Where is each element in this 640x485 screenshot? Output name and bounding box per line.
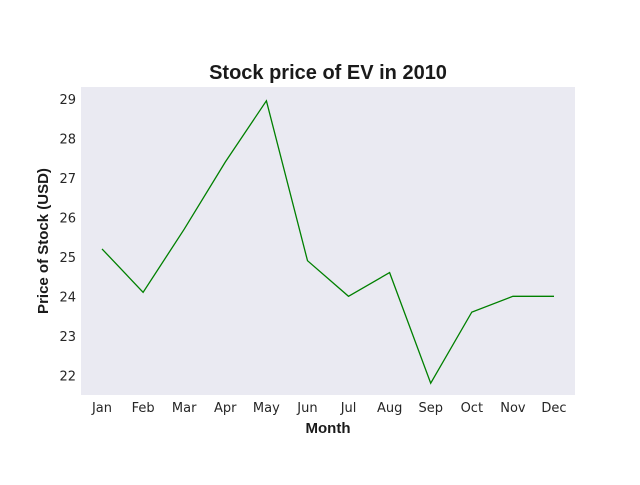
y-tick-label: 23 [59,330,76,345]
y-tick-label: 24 [59,290,76,305]
x-tick-label: Jul [340,401,357,416]
series-line [101,99,554,385]
x-tick-label: Jun [296,401,317,416]
chart-title: Stock price of EV in 2010 [209,62,447,84]
y-tick-label: 28 [59,132,76,147]
series-layer [101,99,554,385]
x-axis-label: Month [306,420,351,437]
x-tick-label: Oct [461,401,483,416]
plot-background [81,87,575,395]
x-axis: Jan Feb Mar Apr May Jun Jul Aug Sep Oct Nov Dec [91,401,567,416]
x-tick-label: Feb [132,401,155,416]
x-tick-label: Aug [377,401,402,416]
y-tick-label: 22 [59,369,76,384]
x-tick-label: Sep [418,401,443,416]
y-tick-label: 25 [59,251,76,266]
y-axis: 22 23 24 25 26 27 28 29 [59,93,76,384]
x-tick-label: Mar [172,401,197,416]
x-tick-label: May [253,401,280,416]
y-tick-label: 26 [59,211,76,226]
y-tick-label: 27 [59,172,76,187]
x-tick-label: Jan [91,401,112,416]
x-tick-label: Apr [214,401,237,416]
y-axis-label: Price of Stock (USD) [35,168,52,314]
y-tick-label: 29 [59,93,76,108]
x-tick-label: Nov [500,401,526,416]
x-tick-label: Dec [541,401,566,416]
